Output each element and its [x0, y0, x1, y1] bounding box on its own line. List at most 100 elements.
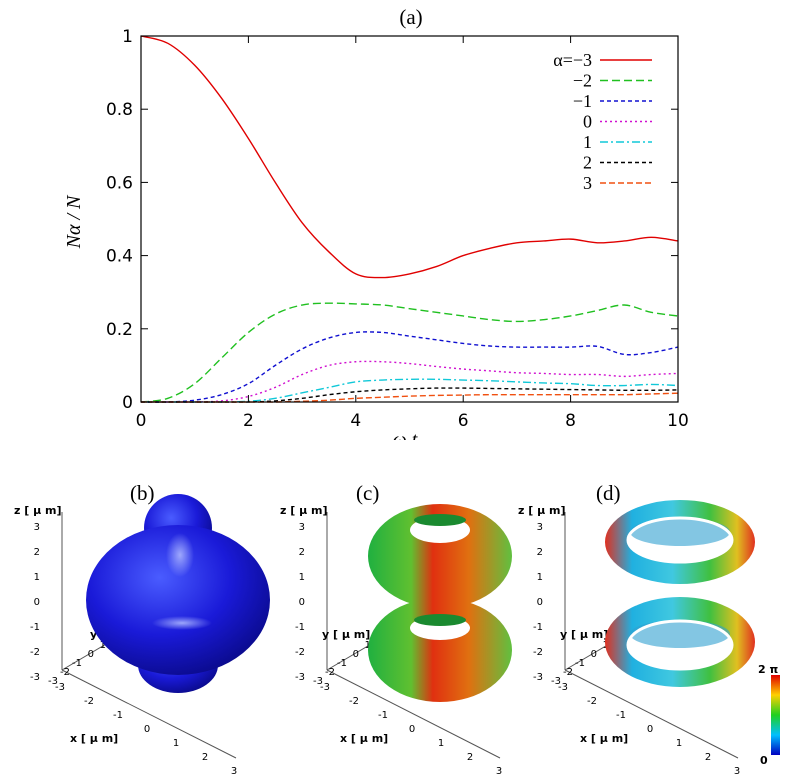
- x-tick-label-3d: 0: [409, 724, 415, 735]
- y-tick-label-3d: -3: [313, 676, 323, 687]
- x-tick-label-3d: 2: [202, 752, 208, 763]
- y-tick-label: 0.6: [106, 173, 133, 193]
- y-tick-label: 0.8: [106, 100, 133, 120]
- y-tick-label: 1: [122, 27, 133, 47]
- y-axis-label-d: y [ μ m]: [560, 628, 608, 641]
- z-tick-label: 2: [34, 547, 40, 558]
- y-tick-label-3d: -1: [337, 658, 347, 669]
- legend-label-2: −1: [573, 91, 592, 111]
- x-tick-label-3d: 1: [676, 738, 682, 749]
- y-tick-label-3d: -3: [48, 676, 58, 687]
- x-tick-label-3d: 2: [467, 752, 473, 763]
- z-tick-label: 0: [299, 597, 305, 608]
- phase-torus-upper-c: [368, 504, 512, 608]
- z-tick-label: 1: [34, 572, 40, 583]
- colorbar-max-label: 2 π: [758, 663, 778, 676]
- series-line-5: [141, 387, 679, 403]
- x-tick-label: 4: [350, 411, 361, 431]
- series-line-2: [140, 331, 679, 403]
- series-line-4: [141, 378, 679, 403]
- x-tick-label-3d: 1: [438, 738, 444, 749]
- x-axis-label-c: x [ μ m]: [340, 732, 388, 745]
- x-axis-label-b: x [ μ m]: [70, 732, 118, 745]
- phase-colorbar: 2 π 0: [758, 663, 780, 767]
- z-tick-label: -2: [295, 647, 305, 658]
- y-axis-label: Nα / N: [63, 194, 85, 249]
- x-axis-label-d: x [ μ m]: [580, 732, 628, 745]
- z-tick-label: -3: [30, 672, 40, 683]
- x-tick-label-3d: 0: [647, 724, 653, 735]
- z-tick-label: 3: [34, 522, 40, 533]
- x-tick-label-3d: 3: [734, 766, 740, 777]
- z-tick-label: -2: [30, 647, 40, 658]
- z-tick-label: 3: [299, 522, 305, 533]
- y-tick-label-3d: 1: [100, 640, 106, 651]
- x-tick-label-3d: -3: [320, 682, 330, 693]
- x-tick-label-3d: 1: [173, 738, 179, 749]
- z-tick-label: 1: [299, 572, 305, 583]
- plot-frame: [140, 35, 679, 403]
- z-tick-label: 1: [537, 572, 543, 583]
- legend-label-3: 0: [583, 112, 592, 132]
- panel-label-c: (c): [356, 481, 379, 505]
- x-tick-label-3d: -1: [113, 710, 123, 721]
- z-tick-label: 0: [537, 597, 543, 608]
- y-tick-label-3d: 0: [591, 649, 597, 660]
- y-tick-label-3d: -2: [325, 667, 335, 678]
- z-tick-label: 3: [537, 522, 543, 533]
- panel-label-b: (b): [130, 481, 155, 505]
- y-tick-label: 0: [122, 393, 133, 413]
- z-tick-label: 2: [299, 547, 305, 558]
- y-tick-label-3d: 0: [353, 649, 359, 660]
- x-tick-label-3d: 0: [144, 724, 150, 735]
- y-axis-label-c: y [ μ m]: [322, 628, 370, 641]
- y-tick-label-3d: 0: [88, 649, 94, 660]
- colorbar-min-label: 0: [760, 754, 768, 767]
- z-tick-label: 0: [34, 597, 40, 608]
- z-tick-label: 2: [537, 547, 543, 558]
- density-surface-b: [86, 494, 270, 693]
- panel-label-d: (d): [596, 481, 621, 505]
- x-tick-label: 0: [136, 411, 147, 431]
- y-tick-label-3d: -2: [60, 667, 70, 678]
- x-tick-label-3d: -2: [349, 696, 359, 707]
- phase-torus-lower-d: [605, 597, 755, 687]
- phase-torus-upper-d: [605, 500, 755, 584]
- y-tick-label-3d: 1: [365, 640, 371, 651]
- y-tick-label-3d: -2: [563, 667, 573, 678]
- phase-torus-lower-c: [368, 598, 512, 702]
- legend-label-0: α=−3: [553, 50, 592, 70]
- y-tick-label-3d: -1: [575, 658, 585, 669]
- x-tick-label-3d: 2: [705, 752, 711, 763]
- colorbar-gradient: [771, 675, 780, 755]
- x-tick-label-3d: -2: [587, 696, 597, 707]
- x-axis-label: ω t: [393, 429, 418, 440]
- series-line-3: [141, 360, 679, 403]
- z-tick-label: -1: [30, 622, 40, 633]
- z-tick-label: -1: [295, 622, 305, 633]
- z-axis-label-b: z [ μ m]: [14, 504, 62, 517]
- x-tick-label: 6: [458, 411, 469, 431]
- x-tick-label-3d: -3: [558, 682, 568, 693]
- z-tick-label: -3: [533, 672, 543, 683]
- y-tick-label: 0.2: [106, 320, 133, 340]
- x-tick-label: 10: [667, 411, 689, 431]
- y-tick-label-3d: -3: [551, 676, 561, 687]
- legend-label-6: 3: [583, 173, 592, 193]
- series-line-0: [140, 35, 679, 279]
- population-chart: (a) 00.20.40.60.81 0 2 4 6 8 10 Nα / N ω t α=…: [63, 5, 689, 440]
- x-tick-label-3d: -1: [378, 710, 388, 721]
- y-tick-label-3d: -1: [72, 658, 82, 669]
- z-tick-label: -2: [533, 647, 543, 658]
- legend-label-4: 1: [583, 132, 592, 152]
- z-axis-label-c: z [ μ m]: [280, 504, 328, 517]
- panel-label-a: (a): [399, 5, 422, 29]
- z-axis-label-d: z [ μ m]: [518, 504, 566, 517]
- x-tick-label: 8: [565, 411, 576, 431]
- x-tick-label-3d: -1: [616, 710, 626, 721]
- x-tick-label-3d: -3: [55, 682, 65, 693]
